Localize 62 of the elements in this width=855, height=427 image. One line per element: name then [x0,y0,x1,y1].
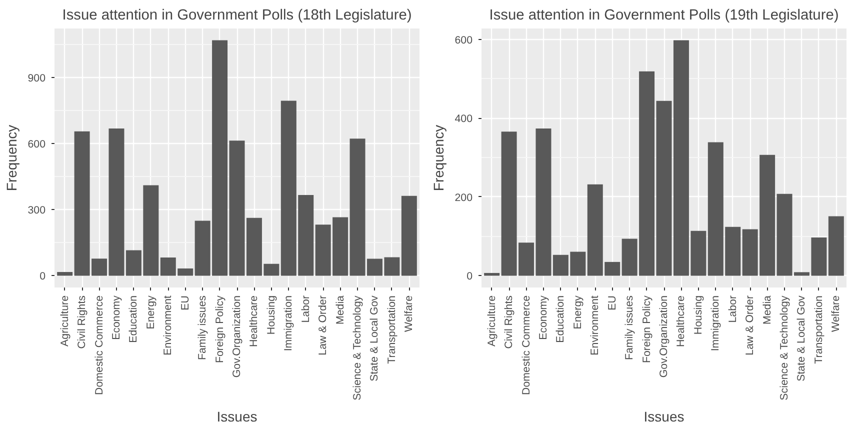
x-tick-label: Agriculture [486,295,498,346]
x-tick-label: Housing [692,295,704,335]
x-tick-label: Housing [265,295,278,335]
x-tick-label: State & Local Gov [796,294,808,382]
x-tick-label: Labor [300,295,312,323]
x-axis-title: Issues [216,408,258,424]
x-tick-label: Foreign Policy [214,294,226,364]
y-tick-label: 200 [454,192,473,204]
bar [401,196,417,276]
x-tick-label: Education [554,295,567,343]
x-tick-label: State & Local Gov [368,294,381,382]
x-tick-label: Healthcare [248,295,260,348]
x-tick-label: Law & Order [317,295,330,356]
x-tick-label: Economy [110,294,122,340]
x-tick-label: Civil Rights [76,295,88,349]
x-tick-label: Gov.Organization [231,295,243,378]
x-tick-label: Media [761,295,774,325]
x-tick-label: Science & Technology [778,295,791,400]
x-tick-label: Environment [589,295,602,356]
x-tick-label: Labor [726,295,739,323]
x-tick-label: Agriculture [58,295,71,346]
x-tick-label: Welfare [403,295,416,332]
y-axis-title: Frequency [430,124,447,192]
x-axis-title: Issues [644,408,684,424]
y-tick-label: 600 [28,138,46,151]
x-tick-label: Family issues [196,295,209,360]
bar [57,272,73,276]
x-tick-label: Transportation [386,295,398,364]
x-tick-label: EU [606,295,618,310]
x-tick-label: Civil Rights [503,295,516,349]
bar [828,216,844,276]
x-tick-label: Immigration [282,295,295,352]
chart-title: Issue attention in Government Polls (19th Legislature) [489,8,839,24]
y-tick-label: 400 [454,113,473,126]
x-tick-label: Education [128,295,140,343]
y-axis-title: Frequency [4,124,20,192]
x-tick-label: Environment [162,295,174,356]
x-tick-label: Science & Technology [352,295,364,400]
x-tick-label: Domestic Commerce [93,295,106,395]
x-tick-label: Economy [537,294,550,340]
y-tick-label: 0 [40,270,46,283]
bar [656,100,672,276]
x-tick-label: Gov.Organization [658,295,670,378]
x-tick-label: Healthcare [675,295,688,348]
bar [484,272,500,276]
x-tick-label: Foreign Policy [640,294,653,364]
y-tick-label: 600 [454,34,473,46]
x-tick-label: Welfare [830,295,842,332]
x-tick-label: Domestic Commerce [520,295,532,395]
y-tick-label: 900 [28,72,46,85]
x-tick-label: EU [179,295,192,310]
y-tick-label: 300 [28,204,46,217]
x-tick-label: Law & Order [744,295,756,356]
x-tick-label: Transportation [812,295,825,364]
y-tick-label: 0 [466,270,473,283]
x-tick-label: Media [334,295,346,325]
x-tick-label: Energy [572,294,584,330]
x-tick-label: Immigration [710,295,722,352]
chart-title: Issue attention in Government Polls (18th Legislature) [62,8,412,24]
x-tick-label: Energy [144,294,157,330]
bar [229,140,245,276]
x-tick-label: Family issues [624,295,636,360]
